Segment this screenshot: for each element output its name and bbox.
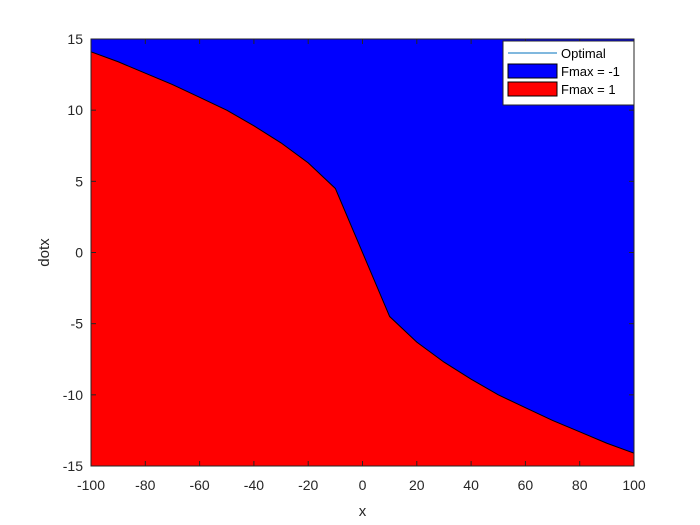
y-tick-label: -15: [63, 458, 83, 474]
y-tick-label: 15: [67, 31, 83, 47]
legend-label-fmax-plus-1: Fmax = 1: [561, 82, 616, 97]
y-axis: -15 -10 -5 0 5 10 15: [63, 31, 634, 474]
x-tick-label: -20: [298, 477, 318, 493]
region-fmax-plus-1: [91, 51, 634, 467]
y-tick-label: 5: [75, 173, 83, 189]
x-axis-label: x: [359, 503, 367, 520]
x-tick-label: -80: [135, 477, 155, 493]
y-tick-label: 0: [75, 245, 83, 261]
legend-swatch-fmax-plus-1: [507, 81, 558, 97]
legend-entry-fmax-plus-1: Fmax = 1: [507, 81, 616, 97]
x-tick-label: -40: [244, 477, 264, 493]
legend-swatch-fmax-minus-1: [507, 63, 558, 79]
x-tick-label: -100: [77, 477, 105, 493]
x-tick-label: 20: [409, 477, 425, 493]
legend-label-fmax-minus-1: Fmax = -1: [561, 64, 620, 79]
legend-label-optimal: Optimal: [561, 46, 606, 61]
x-tick-label: -60: [189, 477, 209, 493]
x-tick-label: 100: [622, 477, 646, 493]
x-tick-label: 60: [518, 477, 534, 493]
y-tick-label: -10: [63, 387, 83, 403]
legend: Optimal Fmax = -1 Fmax = 1: [502, 40, 635, 106]
y-axis-label: dotx: [36, 238, 53, 267]
x-tick-label: 0: [359, 477, 367, 493]
legend-entry-fmax-minus-1: Fmax = -1: [507, 63, 620, 79]
y-tick-label: 10: [67, 102, 83, 118]
region-fmax-minus-1: [91, 39, 634, 454]
x-tick-label: 40: [463, 477, 479, 493]
optimal-line: [90, 51, 635, 454]
x-axis: -100 -80 -60 -40 -20 0 20 40 60 80 100: [77, 39, 646, 493]
x-tick-label: 80: [572, 477, 588, 493]
legend-entry-optimal: Optimal: [508, 46, 606, 61]
y-tick-label: -5: [71, 316, 84, 332]
